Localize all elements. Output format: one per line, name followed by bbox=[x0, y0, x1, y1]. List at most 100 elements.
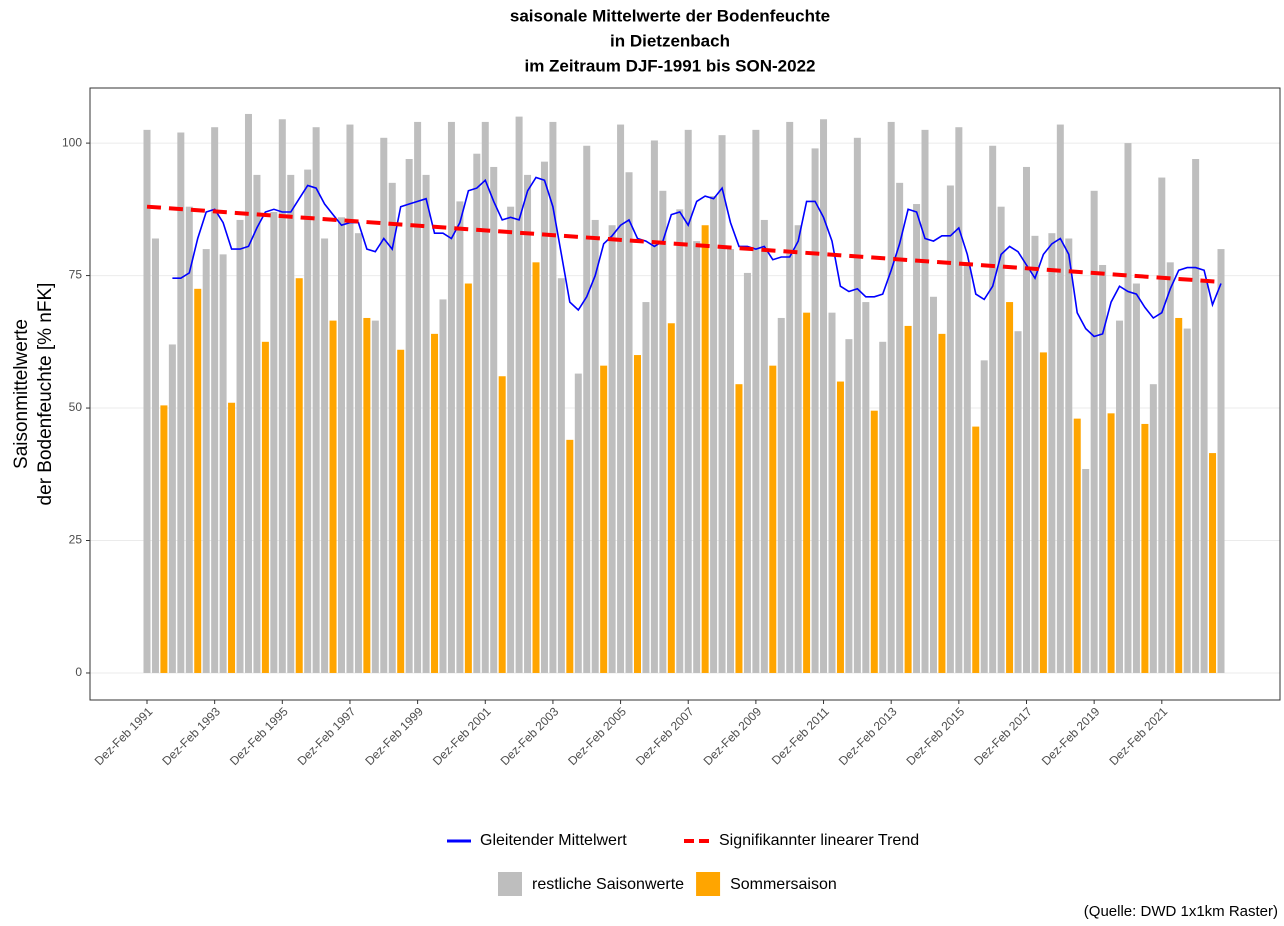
y-tick-label: 50 bbox=[69, 400, 83, 414]
legend-label: Sommersaison bbox=[730, 876, 837, 893]
bar bbox=[921, 129, 929, 673]
bar bbox=[1022, 166, 1030, 673]
bar bbox=[422, 174, 430, 673]
x-tick-label: Dez-Feb 2009 bbox=[701, 704, 765, 768]
bar bbox=[904, 325, 912, 673]
bar bbox=[608, 225, 616, 673]
bar bbox=[464, 283, 472, 673]
chart-title: im Zeitraum DJF-1991 bis SON-2022 bbox=[524, 56, 815, 75]
bar bbox=[515, 116, 523, 673]
bar bbox=[913, 204, 921, 673]
bar bbox=[862, 302, 870, 673]
legend-label: Gleitender Mittelwert bbox=[480, 832, 627, 849]
bar bbox=[185, 206, 193, 673]
bar bbox=[304, 169, 312, 673]
y-tick-label: 25 bbox=[69, 533, 83, 547]
bar bbox=[414, 121, 422, 673]
bar bbox=[710, 196, 718, 673]
legend-label: restliche Saisonwerte bbox=[532, 876, 684, 893]
bar bbox=[879, 341, 887, 673]
bar bbox=[295, 278, 303, 673]
bar bbox=[1124, 143, 1132, 673]
bar bbox=[219, 254, 227, 673]
bar bbox=[507, 206, 515, 673]
bar bbox=[600, 365, 608, 673]
bar bbox=[1039, 352, 1047, 673]
x-tick-label: Dez-Feb 2011 bbox=[769, 704, 832, 767]
x-tick-label: Dez-Feb 2017 bbox=[971, 704, 1035, 768]
bar bbox=[270, 211, 278, 673]
x-tick-label: Dez-Feb 2007 bbox=[633, 704, 697, 768]
bar bbox=[972, 426, 980, 673]
bar bbox=[439, 299, 447, 673]
bar bbox=[752, 129, 760, 673]
bar bbox=[963, 264, 971, 673]
bar bbox=[845, 339, 853, 673]
bar bbox=[1116, 320, 1124, 673]
x-tick-label: Dez-Feb 2019 bbox=[1039, 704, 1103, 768]
bar bbox=[540, 161, 548, 673]
bar bbox=[853, 137, 861, 673]
bar bbox=[667, 323, 675, 673]
x-tick-label: Dez-Feb 1997 bbox=[295, 704, 359, 768]
bar bbox=[786, 121, 794, 673]
bar bbox=[211, 127, 219, 673]
bar bbox=[811, 148, 819, 673]
bar bbox=[1107, 413, 1115, 673]
bar bbox=[1006, 302, 1014, 673]
bar bbox=[498, 376, 506, 673]
bar bbox=[1014, 331, 1022, 673]
bar bbox=[524, 174, 532, 673]
bar bbox=[405, 159, 413, 673]
bar bbox=[650, 140, 658, 673]
bar bbox=[803, 312, 811, 673]
bar bbox=[380, 137, 388, 673]
bar bbox=[583, 145, 591, 673]
bar bbox=[684, 129, 692, 673]
bar bbox=[312, 127, 320, 673]
bar bbox=[676, 209, 684, 673]
chart-title: saisonale Mittelwerte der Bodenfeuchte bbox=[510, 6, 830, 25]
bar bbox=[549, 121, 557, 673]
bar bbox=[980, 360, 988, 673]
x-tick-label: Dez-Feb 2005 bbox=[565, 704, 629, 768]
bar bbox=[236, 219, 244, 673]
bar bbox=[1175, 317, 1183, 673]
bar bbox=[253, 174, 261, 673]
bar bbox=[794, 225, 802, 673]
bar bbox=[151, 238, 159, 673]
bar bbox=[743, 272, 751, 673]
x-tick-label: Dez-Feb 2015 bbox=[904, 704, 968, 768]
bar bbox=[1200, 280, 1208, 673]
x-tick-label: Dez-Feb 2001 bbox=[430, 704, 494, 768]
bar bbox=[1048, 233, 1056, 673]
bar bbox=[287, 174, 295, 673]
bar bbox=[490, 166, 498, 673]
bar bbox=[642, 302, 650, 673]
bar bbox=[896, 182, 904, 673]
bar bbox=[244, 113, 252, 673]
bar bbox=[828, 312, 836, 673]
legend-label: Signifikannter linearer Trend bbox=[719, 832, 919, 849]
bar bbox=[777, 317, 785, 673]
bar bbox=[870, 410, 878, 673]
bar bbox=[338, 217, 346, 673]
chart-title: in Dietzenbach bbox=[610, 31, 730, 50]
legend-key bbox=[696, 872, 721, 896]
bar bbox=[473, 153, 481, 673]
bar bbox=[955, 127, 963, 673]
bar bbox=[346, 124, 354, 673]
bar bbox=[278, 119, 286, 673]
bar bbox=[1217, 249, 1225, 673]
bar bbox=[1073, 418, 1081, 673]
bar bbox=[329, 320, 337, 673]
bar bbox=[388, 182, 396, 673]
bar bbox=[532, 262, 540, 673]
bar bbox=[633, 355, 641, 673]
x-tick-label: Dez-Feb 1991 bbox=[92, 704, 156, 768]
plot-border bbox=[89, 87, 1281, 701]
bar bbox=[1183, 328, 1191, 673]
x-tick-label: Dez-Feb 2021 bbox=[1106, 704, 1170, 768]
